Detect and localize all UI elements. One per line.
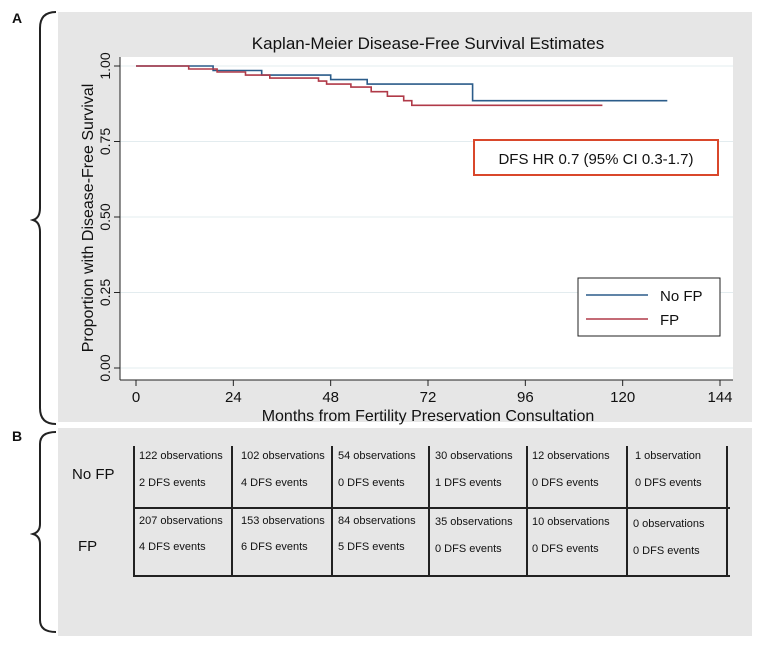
legend-box: [577, 277, 721, 337]
cell-events: 5 DFS events: [338, 541, 405, 553]
panel-a-bracket: [30, 11, 57, 425]
cell-obs: 35 observations: [435, 516, 513, 528]
km-curve-fp: [136, 65, 603, 107]
legend-label-fp: FP: [660, 312, 679, 329]
table-bottom-line: [133, 575, 730, 577]
y-axis-label: Proportion with Disease-Free Survival: [80, 84, 97, 353]
cell-obs: 84 observations: [338, 515, 416, 527]
legend-label-no-fp: No FP: [660, 288, 703, 305]
hr-annotation-box: [473, 139, 719, 176]
table-col-line: [133, 446, 135, 577]
cell-obs: 0 observations: [633, 518, 705, 530]
x-tick-label: 0: [132, 389, 140, 406]
cell-obs: 54 observations: [338, 450, 416, 462]
x-axis-label: Months from Fertility Preservation Consu…: [262, 408, 595, 425]
y-tick-label: 0.75: [97, 128, 113, 155]
x-tick-label: 72: [420, 389, 437, 406]
cell-obs: 12 observations: [532, 450, 610, 462]
x-tick-label: 120: [610, 389, 635, 406]
cell-events: 0 DFS events: [532, 543, 599, 555]
cell-obs: 1 observation: [635, 450, 702, 462]
km-chart: 0.00 0.25 0.50 0.75 1.00 0 24 48 72 96 120 144 Kapl…: [80, 34, 733, 425]
x-tick-label: 144: [707, 389, 732, 406]
cell-events: 0 DFS events: [338, 477, 405, 489]
cell-events: 4 DFS events: [241, 477, 308, 489]
cell-obs: 102 observations: [241, 450, 325, 462]
cell-events: 1 DFS events: [435, 477, 502, 489]
y-tick-label: 0.50: [97, 203, 113, 230]
cell-events: 0 DFS events: [633, 545, 700, 557]
x-tick-label: 96: [517, 389, 534, 406]
y-tick-label: 0.00: [97, 354, 113, 381]
cell-events: 0 DFS events: [532, 477, 599, 489]
cell-obs: 122 observations: [139, 450, 223, 462]
panel-a-label: A: [12, 10, 23, 26]
table-col-line: [626, 446, 628, 577]
table-col-line: [331, 446, 333, 577]
cell-obs: 153 observations: [241, 515, 325, 527]
row-label-no-fp: No FP: [72, 466, 115, 483]
panel-b-label: B: [12, 428, 23, 444]
y-tick-label: 0.25: [97, 279, 113, 306]
cell-events: 0 DFS events: [635, 477, 702, 489]
table-mid-line: [133, 507, 730, 509]
cell-obs: 30 observations: [435, 450, 513, 462]
cell-obs: 10 observations: [532, 516, 610, 528]
cell-events: 2 DFS events: [139, 477, 206, 489]
y-tick-label: 1.00: [97, 52, 113, 79]
x-tick-label: 48: [322, 389, 339, 406]
table-col-line: [726, 446, 728, 577]
risk-table: No FP FP 122 observations 2 DFS events 1…: [58, 428, 752, 636]
table-col-line: [231, 446, 233, 577]
cell-obs: 207 observations: [139, 515, 223, 527]
panel-b-bracket: [30, 431, 57, 633]
table-col-line: [428, 446, 430, 577]
x-tick-label: 24: [225, 389, 242, 406]
table-col-line: [526, 446, 528, 577]
hr-annotation-text: DFS HR 0.7 (95% CI 0.3-1.7): [498, 151, 693, 168]
cell-events: 0 DFS events: [435, 543, 502, 555]
panel-b-background: [58, 428, 752, 636]
cell-events: 6 DFS events: [241, 541, 308, 553]
chart-title: Kaplan-Meier Disease-Free Survival Estim…: [252, 34, 604, 53]
cell-events: 4 DFS events: [139, 541, 206, 553]
row-label-fp: FP: [78, 538, 98, 555]
